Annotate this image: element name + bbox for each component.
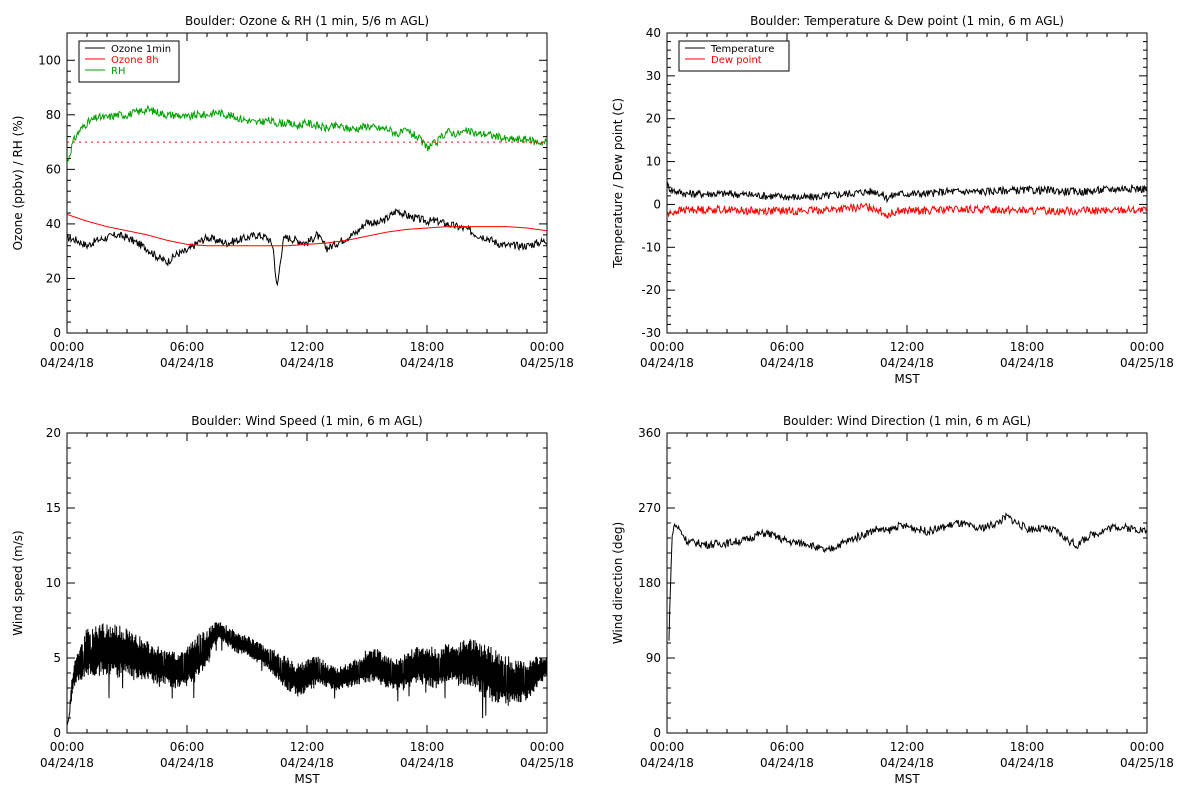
- y-tick-label: 60: [46, 162, 61, 176]
- series-line-temperature: [667, 181, 1147, 204]
- legend-label: Dew point: [711, 55, 762, 66]
- x-tick-label-time: 00:00: [530, 740, 565, 754]
- y-tick-label: 90: [646, 651, 661, 665]
- x-tick-label-date: 04/24/18: [40, 356, 94, 370]
- y-tick-label: 100: [38, 53, 61, 67]
- y-tick-label: 0: [653, 726, 661, 740]
- x-tick-label-time: 06:00: [770, 740, 805, 754]
- x-tick-label-time: 12:00: [290, 340, 325, 354]
- y-axis-label: Wind direction (deg): [611, 522, 625, 644]
- x-tick-label-time: 12:00: [290, 740, 325, 754]
- chart-title: Boulder: Ozone & RH (1 min, 5/6 m AGL): [185, 14, 429, 28]
- y-tick-label: -30: [641, 326, 661, 340]
- y-tick-label: 40: [46, 217, 61, 231]
- y-tick-label: 10: [646, 155, 661, 169]
- y-tick-label: 40: [646, 26, 661, 40]
- y-tick-label: 180: [638, 576, 661, 590]
- y-tick-label: -20: [641, 283, 661, 297]
- legend-label: RH: [111, 66, 125, 77]
- x-tick-label-time: 12:00: [890, 740, 925, 754]
- x-tick-label-date: 04/24/18: [40, 756, 94, 770]
- x-tick-label-date: 04/25/18: [1120, 356, 1174, 370]
- x-tick-label-time: 00:00: [530, 340, 565, 354]
- legend-label: Ozone 8h: [111, 55, 159, 66]
- x-tick-label-date: 04/24/18: [400, 756, 454, 770]
- y-tick-label: 0: [53, 726, 61, 740]
- y-tick-label: 270: [638, 501, 661, 515]
- y-axis-label: Ozone (ppbv) / RH (%): [11, 116, 25, 251]
- y-axis-label: Wind speed (m/s): [11, 530, 25, 635]
- x-tick-label-date: 04/24/18: [760, 756, 814, 770]
- series-line-ozone-1min: [67, 208, 547, 287]
- series-line-unnamed-0: [67, 622, 547, 726]
- x-tick-label-date: 04/24/18: [280, 356, 334, 370]
- x-axis-label: MST: [894, 372, 920, 386]
- x-tick-label-time: 00:00: [1130, 740, 1165, 754]
- series-line-dew-point: [667, 202, 1147, 219]
- y-tick-label: 360: [638, 426, 661, 440]
- x-tick-label-date: 04/24/18: [880, 756, 934, 770]
- y-tick-label: -10: [641, 240, 661, 254]
- x-tick-label-time: 00:00: [50, 340, 85, 354]
- x-tick-label-date: 04/24/18: [640, 356, 694, 370]
- chart-panel-3: Boulder: Wind Direction (1 min, 6 m AGL)…: [611, 414, 1174, 786]
- chart-title: Boulder: Temperature & Dew point (1 min,…: [750, 14, 1064, 28]
- x-tick-label-time: 00:00: [50, 740, 85, 754]
- series-line-ozone-8h: [67, 213, 547, 247]
- y-tick-label: 20: [646, 112, 661, 126]
- x-tick-label-date: 04/24/18: [760, 356, 814, 370]
- x-tick-label-date: 04/25/18: [1120, 756, 1174, 770]
- y-tick-label: 80: [46, 108, 61, 122]
- x-tick-label-time: 00:00: [650, 340, 685, 354]
- x-tick-label-time: 18:00: [1010, 340, 1045, 354]
- series-line-rh: [67, 104, 547, 165]
- y-tick-label: 15: [46, 501, 61, 515]
- chart-title: Boulder: Wind Speed (1 min, 6 m AGL): [191, 414, 423, 428]
- y-tick-label: 0: [653, 197, 661, 211]
- chart-panel-0: Boulder: Ozone & RH (1 min, 5/6 m AGL) 0 2…: [11, 14, 574, 370]
- x-tick-label-date: 04/24/18: [1000, 356, 1054, 370]
- x-tick-label-time: 18:00: [1010, 740, 1045, 754]
- plot-frame: [66, 432, 548, 734]
- x-tick-label-date: 04/25/18: [520, 356, 574, 370]
- x-axis-label: MST: [294, 772, 320, 786]
- x-tick-label-time: 18:00: [410, 740, 445, 754]
- y-tick-label: 20: [46, 426, 61, 440]
- x-tick-label-time: 12:00: [890, 340, 925, 354]
- y-tick-label: 30: [646, 69, 661, 83]
- plot-frame: [666, 32, 1148, 334]
- x-tick-label-date: 04/24/18: [1000, 756, 1054, 770]
- plot-frame: [666, 432, 1148, 734]
- x-tick-label-date: 04/24/18: [640, 756, 694, 770]
- y-axis-label: Temperature / Dew point (C): [611, 98, 625, 269]
- x-tick-label-time: 00:00: [1130, 340, 1165, 354]
- chart-panel-1: Boulder: Temperature & Dew point (1 min,…: [611, 14, 1174, 386]
- legend-box: [678, 40, 790, 72]
- y-tick-label: 0: [53, 326, 61, 340]
- x-tick-label-date: 04/24/18: [400, 356, 454, 370]
- y-tick-label: 5: [53, 651, 61, 665]
- x-tick-label-date: 04/24/18: [160, 756, 214, 770]
- x-tick-label-date: 04/24/18: [160, 356, 214, 370]
- x-axis-label: MST: [894, 772, 920, 786]
- series-line-unnamed-0: [668, 512, 1147, 641]
- x-tick-label-time: 18:00: [410, 340, 445, 354]
- x-tick-label-date: 04/24/18: [880, 356, 934, 370]
- x-tick-label-time: 06:00: [770, 340, 805, 354]
- x-tick-label-time: 06:00: [170, 740, 205, 754]
- chart-panel-2: Boulder: Wind Speed (1 min, 6 m AGL) 0 5 10…: [11, 414, 574, 786]
- legend-label: Temperature: [710, 44, 774, 55]
- x-tick-label-date: 04/24/18: [280, 756, 334, 770]
- legend-label: Ozone 1min: [111, 44, 171, 55]
- x-tick-label-date: 04/25/18: [520, 756, 574, 770]
- x-tick-label-time: 00:00: [650, 740, 685, 754]
- y-tick-label: 10: [46, 576, 61, 590]
- y-tick-label: 20: [46, 271, 61, 285]
- chart-title: Boulder: Wind Direction (1 min, 6 m AGL): [783, 414, 1031, 428]
- x-tick-label-time: 06:00: [170, 340, 205, 354]
